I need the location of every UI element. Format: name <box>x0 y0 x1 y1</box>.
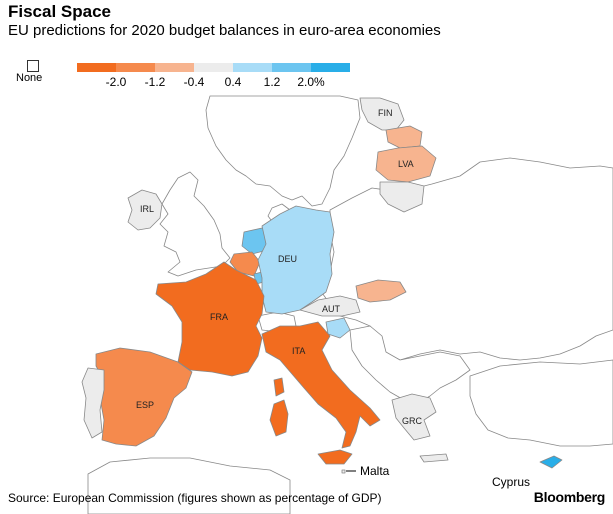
callout-malta: Malta <box>360 464 390 478</box>
legend-none-swatch <box>27 60 39 72</box>
land-great-britain <box>159 171 231 277</box>
legend-tick: -1.2 <box>144 75 166 89</box>
label-deu: DEU <box>278 254 297 264</box>
legend-tick: 2.0% <box>297 75 325 89</box>
label-lva: LVA <box>398 159 414 169</box>
country-svn <box>325 317 351 339</box>
country-svk <box>355 279 407 303</box>
legend-tick: 1.2 <box>263 75 281 89</box>
legend-tick: -2.0 <box>105 75 127 89</box>
legend-swatch-6 <box>272 63 311 72</box>
country-aut <box>299 295 361 317</box>
country-ita <box>261 321 381 449</box>
legend-swatch-2 <box>116 63 155 72</box>
label-grc: GRC <box>402 416 423 426</box>
country-esp <box>95 347 193 447</box>
chart-title: Fiscal Space <box>8 2 112 21</box>
legend-swatch-7 <box>311 63 350 72</box>
legend-swatch-4 <box>194 63 233 72</box>
country-est <box>385 125 423 149</box>
legend-none-label: None <box>16 72 43 84</box>
legend-swatch-3 <box>155 63 194 72</box>
color-legend <box>77 63 350 72</box>
country-prt <box>81 367 105 439</box>
country-deu <box>257 205 335 315</box>
brand-logo: Bloomberg <box>533 489 606 505</box>
legend-swatch-1 <box>77 63 116 72</box>
country-ita-sicily <box>317 449 353 465</box>
land-north-africa <box>87 457 291 514</box>
country-lva <box>375 145 437 183</box>
label-fin: FIN <box>378 108 393 118</box>
country-fra-corsica <box>273 377 285 397</box>
country-mlt <box>341 469 346 474</box>
country-cyp <box>539 455 563 469</box>
land-turkey <box>469 359 613 447</box>
label-aut: AUT <box>322 304 341 314</box>
source-note: Source: European Commission (figures sho… <box>8 491 382 505</box>
land-scandinavia <box>205 95 361 207</box>
label-fra: FRA <box>210 312 228 322</box>
label-irl: IRL <box>140 204 154 214</box>
country-irl <box>127 189 163 231</box>
country-grc <box>391 393 437 441</box>
label-esp: ESP <box>136 400 154 410</box>
country-ltu <box>379 181 425 213</box>
callout-cyprus: Cyprus <box>492 475 530 489</box>
legend-tick: 0.4 <box>224 75 242 89</box>
country-ita-sardinia <box>269 399 289 437</box>
legend-tick: -0.4 <box>183 75 205 89</box>
chart-subtitle: EU predictions for 2020 budget balances … <box>8 22 441 39</box>
country-grc-crete <box>419 453 449 463</box>
country-fra <box>155 261 265 377</box>
label-ita: ITA <box>292 346 305 356</box>
land-balkans <box>349 325 471 403</box>
legend-swatch-5 <box>233 63 272 72</box>
